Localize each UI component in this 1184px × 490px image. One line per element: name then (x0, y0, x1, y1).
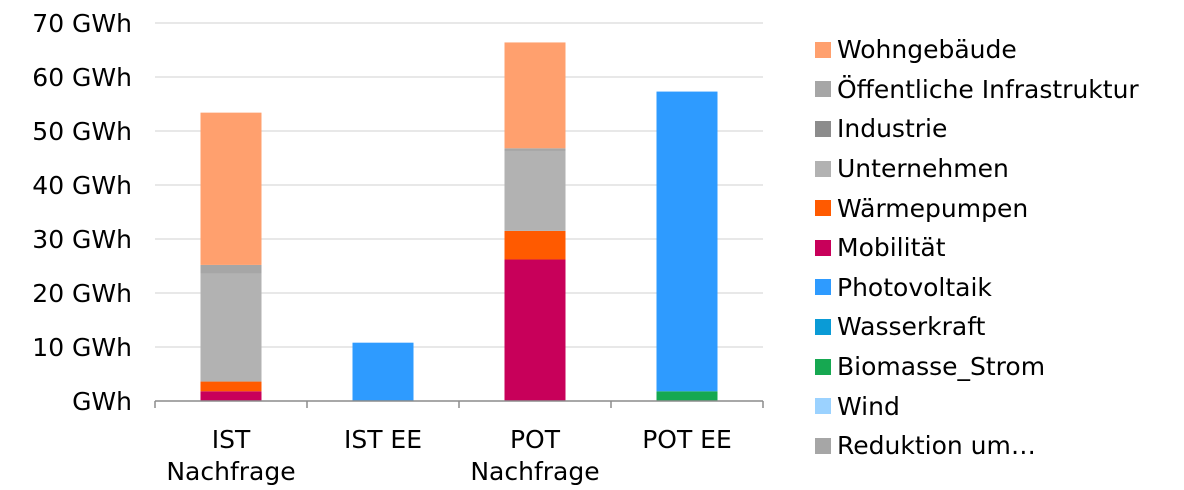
bar-segment (504, 230, 566, 260)
x-category-label: POT Nachfrage (470, 425, 599, 486)
bar-segment (656, 91, 718, 392)
legend-item: Wohngebäude (815, 30, 1184, 70)
y-tick-label: 10 GWh (32, 333, 132, 362)
legend-label: Öffentliche Infrastruktur (837, 74, 1139, 104)
legend-swatch (815, 318, 831, 335)
legend-item: Wärmepumpen (815, 188, 1184, 228)
legend-item: Industrie (815, 109, 1184, 149)
legend-label: Unternehmen (837, 154, 1009, 184)
y-tick-label: 70 GWh (32, 9, 132, 38)
legend-label: Photovoltaik (837, 272, 992, 302)
legend-swatch (815, 81, 831, 98)
y-tick-label: 20 GWh (32, 279, 132, 308)
x-category-label: IST Nachfrage (166, 425, 295, 486)
y-tick-label: 60 GWh (32, 63, 132, 92)
legend-item: Reduktion um… (815, 426, 1184, 466)
y-tick-labels: GWh 10 GWh 20 GWh 30 GWh 40 GWh 50 GWh 60 GWh 7… (32, 9, 132, 416)
legend-label: Biomasse_Strom (837, 352, 1046, 382)
y-tick-label: 30 GWh (32, 225, 132, 254)
axes (154, 400, 764, 408)
legend-label: Industrie (837, 114, 948, 144)
bar-segment (504, 148, 566, 151)
bar-segment (656, 391, 718, 401)
legend-label: Reduktion um… (837, 431, 1036, 461)
legend-label: Mobilität (837, 233, 946, 263)
legend-swatch (815, 398, 831, 415)
legend-label: Wärmepumpen (837, 193, 1029, 223)
bar-segment (504, 42, 566, 149)
legend-swatch (815, 120, 831, 137)
legend-swatch (815, 160, 831, 177)
legend-label: Wasserkraft (837, 312, 986, 342)
y-tick-label: GWh (72, 387, 132, 416)
legend-label: Wind (837, 391, 900, 421)
legend-swatch (815, 437, 831, 454)
y-tick-label: 40 GWh (32, 171, 132, 200)
legend-item: Mobilität (815, 228, 1184, 268)
legend-label: Wohngebäude (837, 35, 1017, 65)
x-category-label: IST EE (344, 425, 422, 454)
bar-segment (200, 112, 262, 265)
legend-item: Wasserkraft (815, 307, 1184, 347)
legend-swatch (815, 358, 831, 375)
legend-item: Öffentliche Infrastruktur (815, 70, 1184, 110)
bar-segment (504, 259, 566, 401)
bar-segment (200, 273, 262, 382)
bars (200, 42, 718, 401)
bar-segment (352, 342, 414, 401)
legend-swatch (815, 239, 831, 256)
legend-swatch (815, 200, 831, 217)
bar-segment (200, 391, 262, 401)
y-tick-label: 50 GWh (32, 117, 132, 146)
legend-item: Biomasse_Strom (815, 347, 1184, 387)
stacked-bar-chart: GWh 10 GWh 20 GWh 30 GWh 40 GWh 50 GWh 60 GWh 7… (32, 9, 764, 486)
bar-segment (200, 381, 262, 392)
x-category-labels: IST Nachfrage IST EE POT Nachfrage POT EE (166, 425, 731, 486)
bar-segment (200, 264, 262, 274)
x-category-label: POT EE (642, 425, 732, 454)
bar-segment (504, 150, 566, 231)
legend: Wohngebäude Öffentliche Infrastruktur Indu… (815, 30, 1184, 466)
legend-item: Photovoltaik (815, 268, 1184, 308)
legend-item: Unternehmen (815, 149, 1184, 189)
legend-swatch (815, 41, 831, 58)
legend-item: Wind (815, 386, 1184, 426)
legend-swatch (815, 279, 831, 296)
